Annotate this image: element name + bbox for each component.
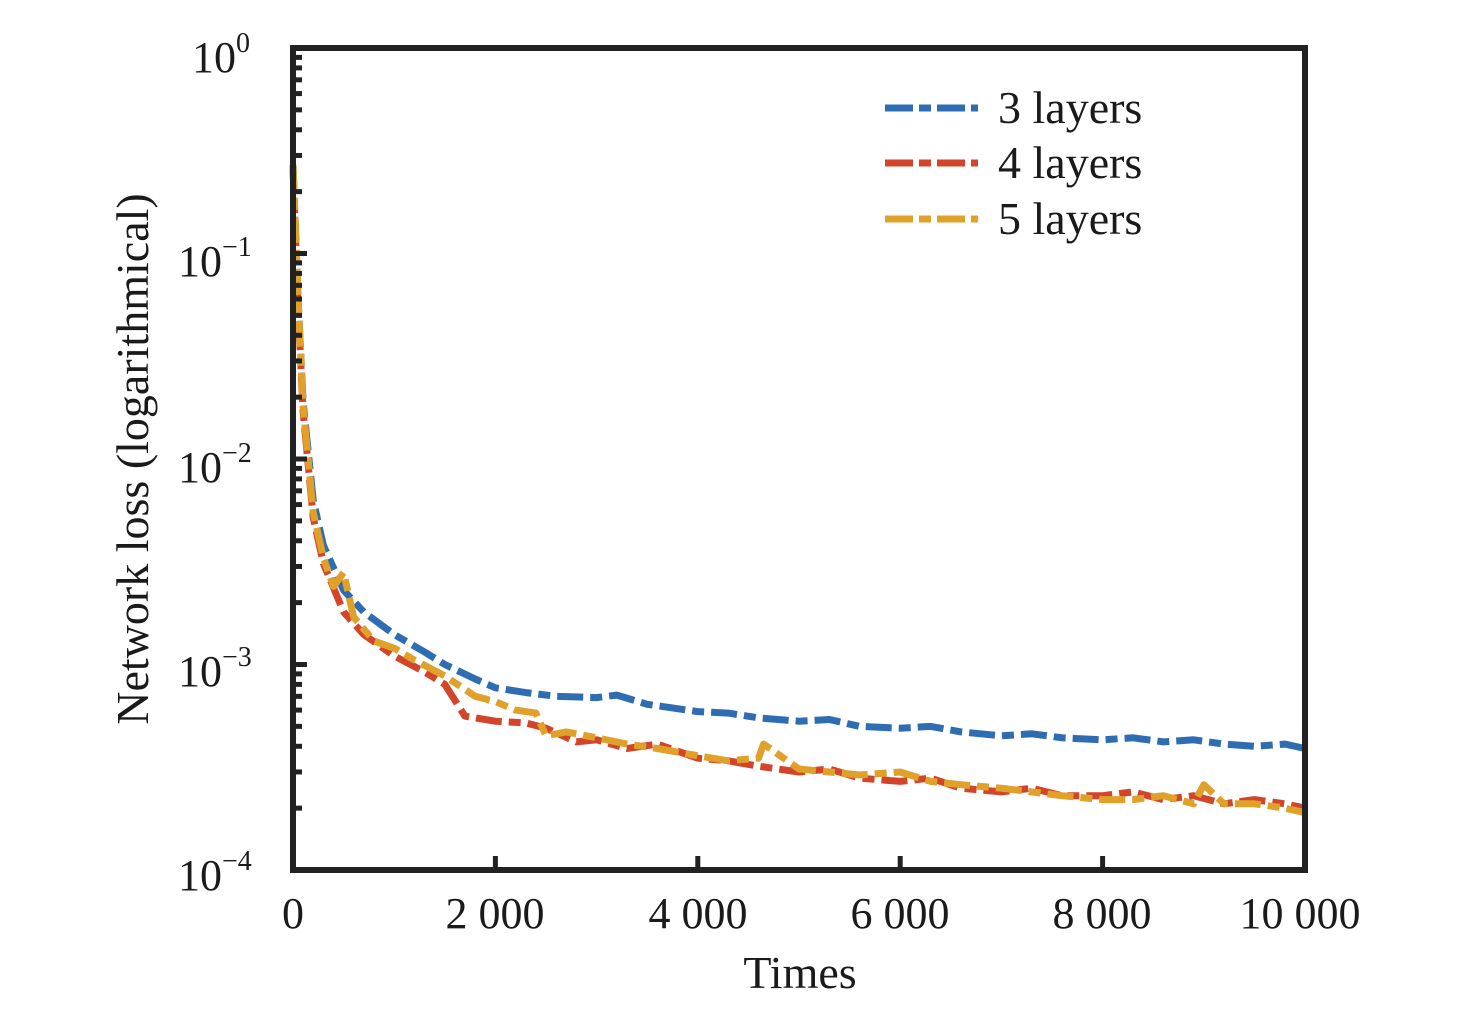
y-tick-label: 10−1 xyxy=(178,232,252,286)
x-tick-label: 8 000 xyxy=(1053,889,1152,938)
x-tick-label: 2 000 xyxy=(446,889,545,938)
y-tick-labels: 100 10−1 10−2 10−3 10−4 xyxy=(178,28,252,900)
y-tick-label: 10−3 xyxy=(178,642,252,696)
series-line-5-layers xyxy=(289,164,1306,817)
x-tick-label: 10 000 xyxy=(1240,889,1361,938)
x-tick-label: 4 000 xyxy=(649,889,748,938)
x-tick-labels: 0 2 000 4 000 6 000 8 000 10 000 xyxy=(282,889,1361,938)
legend-label-3-layers: 3 layers xyxy=(998,82,1142,133)
y-tick-label: 100 xyxy=(192,28,250,82)
y-ticks xyxy=(293,54,307,873)
x-axis-title: Times xyxy=(743,947,856,998)
legend-label-5-layers: 5 layers xyxy=(998,193,1142,244)
y-axis-title: Network loss (logarithmical) xyxy=(107,193,158,724)
series-layer xyxy=(289,164,1306,817)
x-ticks xyxy=(290,856,1308,870)
series-line-4-layers xyxy=(289,168,1306,812)
legend-label-4-layers: 4 layers xyxy=(998,137,1142,188)
x-tick-label: 0 xyxy=(282,889,304,938)
plot-frame xyxy=(290,45,1308,873)
legend: 3 layers 4 layers 5 layers xyxy=(885,82,1142,244)
y-tick-label: 10−4 xyxy=(178,846,252,900)
series-line-3-layers xyxy=(289,164,1306,752)
x-tick-label: 6 000 xyxy=(851,889,950,938)
y-tick-label: 10−2 xyxy=(178,438,252,492)
